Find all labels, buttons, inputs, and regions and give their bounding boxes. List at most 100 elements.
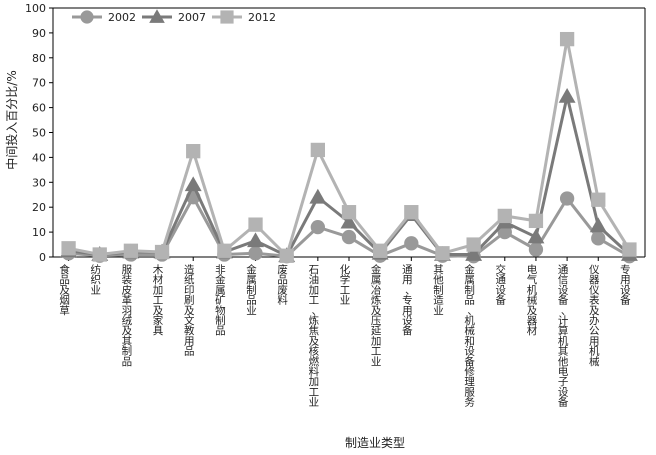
y-tick-label: 80 [32,52,46,65]
x-tick-label-char: 炼 [371,294,382,307]
x-tick-label-char: 草 [59,305,70,317]
x-tick-label-char: 工 [371,346,382,358]
x-tick-label-char: 品 [246,295,256,307]
x-tick-label-char: 及 [59,284,70,296]
legend-label: 2002 [108,11,136,24]
data-point-2002 [528,242,544,257]
legend-label: 2012 [248,11,276,24]
x-tick-label-char: 电 [527,263,538,276]
x-tick-label-char: 及 [371,305,382,317]
data-point-2012 [248,217,263,232]
x-tick-label-char: 备 [620,294,631,307]
x-tick-label-char: 品 [59,274,70,286]
x-tick-label-char: 属 [246,274,256,286]
x-tick-label-char: 工 [309,386,320,398]
x-tick-label-char: 、 [405,284,416,296]
x-tick-label-char: 制 [246,283,256,296]
x-tick-label-char: 料 [309,365,320,378]
x-tick-label-char: 装 [122,273,133,286]
x-tick-label-char: 物 [215,304,226,317]
data-point-2012 [123,243,139,258]
x-tick-label-char: 纸 [184,273,195,286]
x-tick-label-char: 设 [402,315,413,327]
x-tick-label-char: 废 [277,283,288,296]
x-tick-label-char: 业 [371,356,382,368]
x-tick-label-char: 用 [402,274,413,286]
data-point-2012 [435,246,450,261]
x-tick-label-char: 业 [340,295,351,307]
x-tick-label-char: 造 [184,263,195,276]
data-point-2007 [527,228,545,244]
x-tick-label-char: 他 [433,273,444,286]
x-tick-label-char: 刷 [184,294,195,307]
y-axis-label: 中间投入百分比/% [4,70,19,169]
x-tick-label-char: 机 [589,345,600,358]
y-tick-label: 20 [32,201,46,214]
x-tick-label-char: 印 [184,284,195,296]
data-point-2012 [61,241,76,256]
axes: 0102030405060708090100食品及烟草纺织业服装皮革羽绒及其制品… [25,2,646,409]
x-tick-label-char: 器 [589,274,600,286]
x-tick-label-char: 理 [464,376,475,388]
x-tick-label-char: 专 [402,294,413,307]
legend-label: 2007 [178,11,206,24]
data-point-2007 [184,176,202,192]
x-tick-label-char: 备 [558,294,569,307]
x-tick-label-char: 木 [153,264,164,276]
y-tick-label: 70 [32,77,46,90]
legend-entry-2002: 2002 [72,10,136,24]
x-tick-label-char: 服 [122,264,133,276]
x-tick-label-char: 用 [184,335,195,347]
y-tick-label: 90 [32,27,46,40]
x-tick-label-char: 非 [215,264,226,276]
x-tick-label-char: 及 [309,335,320,347]
x-tick-label-char: 专 [620,263,631,276]
x-tick-label-char: 制 [464,283,475,296]
data-point-2012 [591,192,606,207]
x-tick-label-char: 压 [371,315,382,327]
x-tick-label-char: 属 [215,284,226,296]
x-tick-label-char: 、 [467,305,478,317]
x-tick-label-char: 及 [122,325,133,337]
x-tick-label-char: 革 [122,294,133,307]
y-tick-label: 60 [32,102,46,115]
data-point-2007 [589,217,607,233]
y-tick-label: 40 [32,151,46,164]
x-tick-label-char: 业 [246,305,256,317]
x-tick-label-char: 纺 [90,263,101,276]
x-tick-label-char: 制 [122,345,133,358]
x-tick-label-char: 炼 [309,314,320,327]
legend-marker [220,10,234,24]
x-tick-label-char: 金 [464,263,475,276]
x-tick-label-char: 工 [309,295,320,307]
legend-entry-2007: 2007 [142,9,206,24]
x-tick-label-char: 务 [464,396,475,409]
data-point-2012 [528,213,544,229]
data-point-2002 [310,219,325,235]
x-tick-label-char: 业 [309,397,320,409]
x-tick-label-char: 通 [496,274,507,286]
x-tick-label-char: 及 [589,305,600,317]
x-tick-label-char: 设 [496,284,507,296]
y-tick-label: 0 [39,251,46,264]
x-tick-label-char: 家 [153,314,164,327]
x-tick-label-char: 羽 [122,305,133,317]
x-tick-label-char: 品 [215,325,226,337]
x-tick-label-char: 业 [433,305,444,317]
data-point-2012 [341,205,357,220]
legend-marker [149,9,165,23]
data-point-2007 [340,213,358,229]
x-tick-label-char: 械 [527,294,538,307]
